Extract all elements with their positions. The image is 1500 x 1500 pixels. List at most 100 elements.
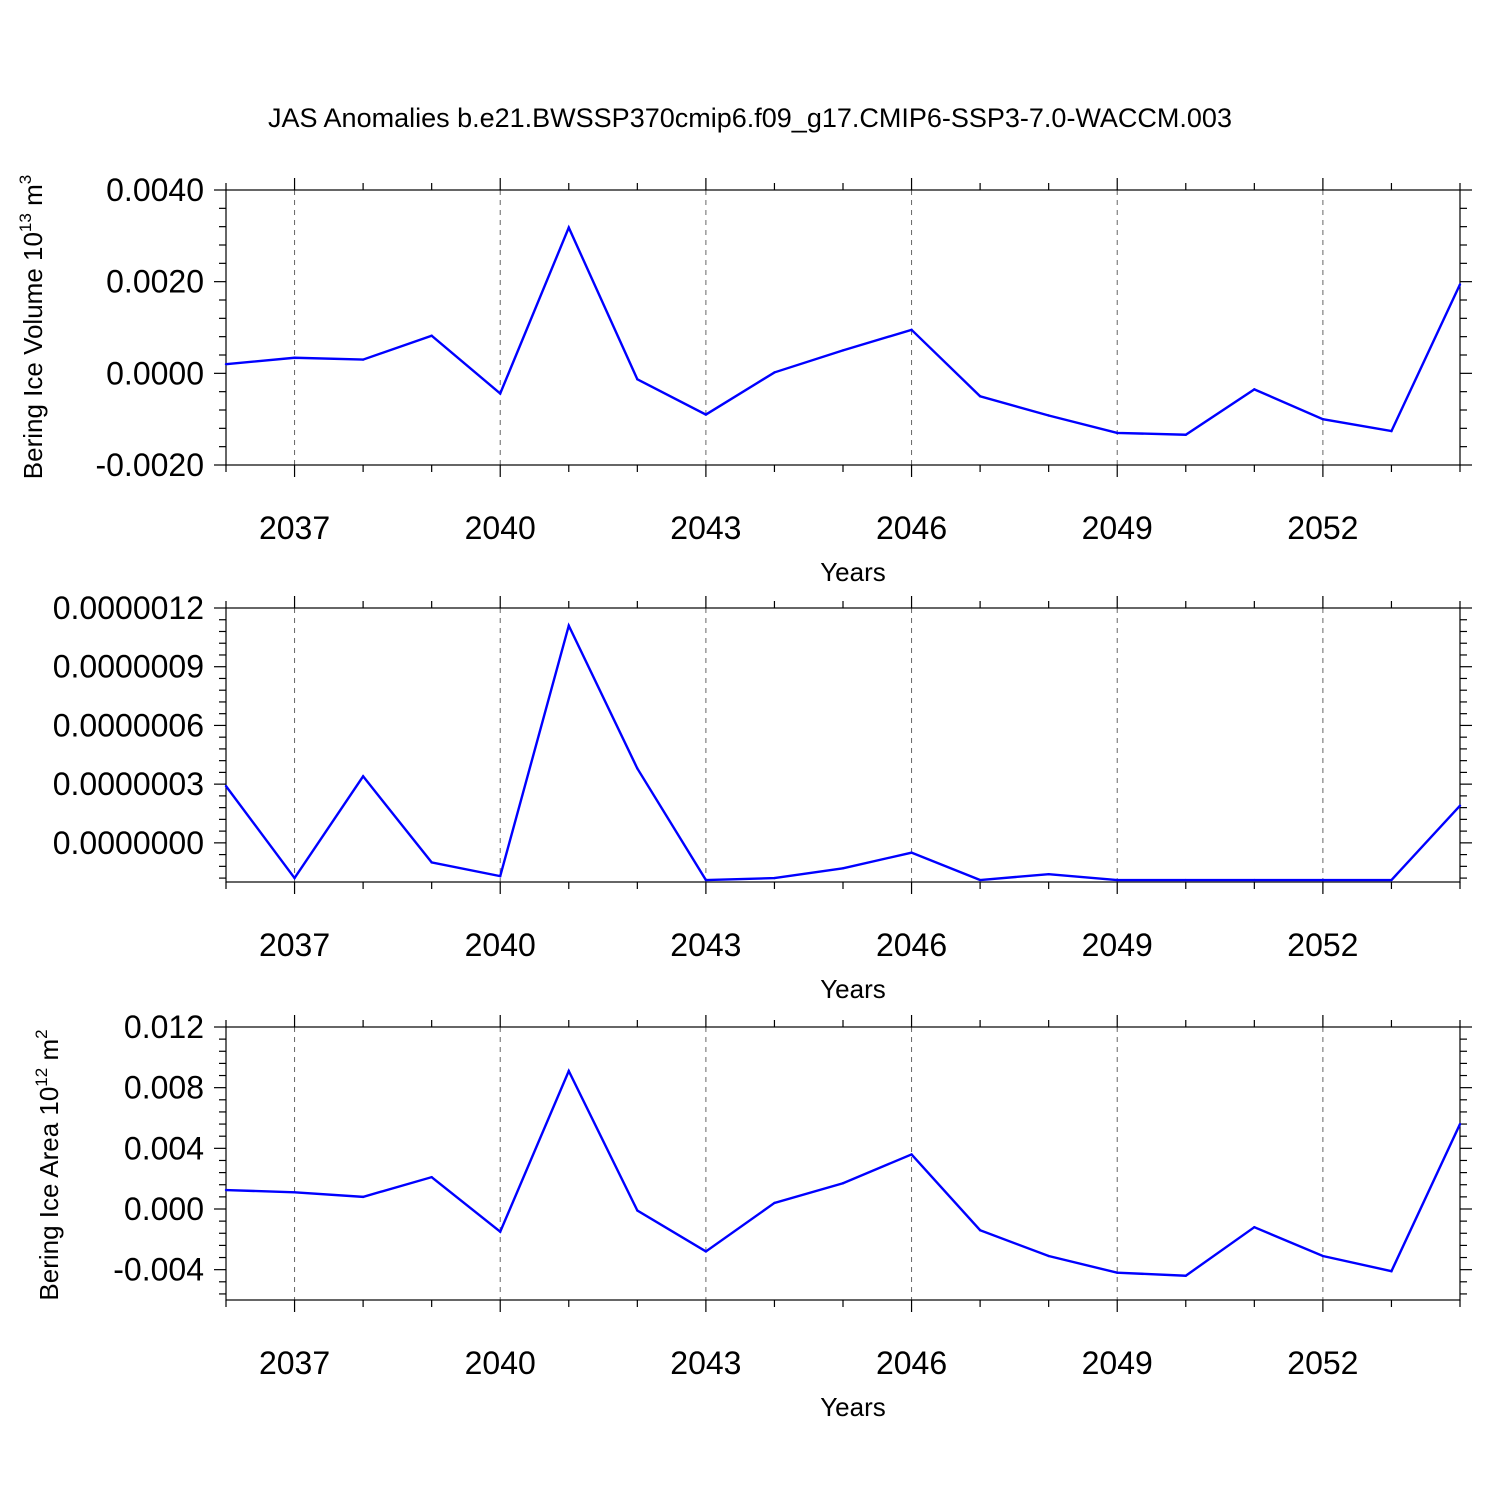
plot-frame <box>225 1026 1461 1301</box>
data-point <box>430 861 433 864</box>
data-point <box>224 362 228 366</box>
y-axis-title: Bering Ice Area 1012 m2 <box>32 1029 64 1300</box>
data-point <box>841 1182 845 1185</box>
data-point <box>1321 1254 1325 1258</box>
plot-frame <box>225 189 1461 466</box>
data-point <box>773 1201 776 1205</box>
data-point <box>1116 1271 1119 1274</box>
data-point <box>636 1209 639 1212</box>
data-point <box>1047 1254 1050 1258</box>
x-axis-title: Years <box>820 1392 886 1422</box>
y-tick-label: 0.000 <box>124 1191 204 1227</box>
chart-title: JAS Anomalies b.e21.BWSSP370cmip6.f09_g1… <box>268 103 1232 133</box>
y-tick-label: 0.0000009 <box>53 649 204 685</box>
data-point <box>293 356 296 359</box>
data-point <box>430 334 433 337</box>
x-tick-label: 2043 <box>670 1345 741 1381</box>
y-tick-label: 0.0000003 <box>53 766 204 802</box>
data-point <box>1390 1269 1393 1273</box>
y-tick-label: 0.0000012 <box>53 590 204 626</box>
chart-panel-1: -0.0020 0.0000 0.0020 0.0040 2037 2040 2043 204… <box>16 172 1472 587</box>
x-tick-label: 2043 <box>670 927 741 963</box>
data-point <box>1253 878 1256 882</box>
data-point <box>978 395 982 398</box>
data-point <box>1184 433 1187 436</box>
data-point <box>1390 878 1393 882</box>
data-point <box>499 392 502 395</box>
chart-panel-2: 0.0000000 0.0000003 0.0000006 0.0000009 0.00… <box>53 590 1472 1004</box>
data-point <box>910 1153 913 1156</box>
x-tick-label: 2046 <box>876 1345 947 1381</box>
data-point <box>499 1230 502 1233</box>
data-point <box>499 874 502 878</box>
series-line <box>225 622 1461 882</box>
data-point <box>361 358 365 361</box>
data-point <box>636 378 639 381</box>
data-point <box>430 1175 433 1179</box>
y-axis-title: Bering Ice Volume 1013 m3 <box>16 175 48 479</box>
x-tick-label: 2052 <box>1287 510 1358 546</box>
data-point <box>1253 388 1256 391</box>
series-line <box>225 1068 1462 1277</box>
x-tick-label: 2052 <box>1287 927 1358 963</box>
y-tick-label: 0.008 <box>124 1070 204 1106</box>
chart-panel-3: -0.004 0.000 0.004 0.008 0.012 2037 2040 2043 20… <box>32 1009 1472 1422</box>
data-point <box>224 784 228 788</box>
x-tick-label: 2040 <box>465 927 536 963</box>
y-tick-label: 0.0000000 <box>53 825 204 861</box>
data-point <box>293 1191 296 1194</box>
data-point <box>704 413 708 416</box>
data-point <box>1321 417 1325 421</box>
data-point <box>361 1195 365 1199</box>
data-point <box>1458 1122 1462 1126</box>
y-tick-label: 0.004 <box>124 1130 204 1166</box>
x-tick-label: 2046 <box>876 927 947 963</box>
x-tick-label: 2043 <box>670 510 741 546</box>
data-point <box>224 1188 228 1192</box>
data-point <box>773 371 776 374</box>
data-point <box>1116 878 1119 882</box>
y-tick-label: 0.0020 <box>106 264 204 300</box>
data-point <box>1184 878 1187 882</box>
y-tick-label: -0.0020 <box>95 447 204 483</box>
data-point <box>910 851 913 854</box>
x-tick-label: 2037 <box>259 510 330 546</box>
data-point <box>567 624 570 627</box>
y-tick-label: 0.0040 <box>106 172 204 208</box>
data-point <box>841 349 845 352</box>
data-point <box>704 1250 708 1253</box>
data-point <box>1458 283 1462 286</box>
data-point <box>1321 878 1325 882</box>
x-tick-label: 2049 <box>1082 927 1153 963</box>
y-tick-label: 0.0000006 <box>53 707 204 743</box>
data-point <box>978 1229 982 1232</box>
x-tick-label: 2037 <box>259 927 330 963</box>
x-tick-label: 2040 <box>465 1345 536 1381</box>
data-point <box>841 867 845 870</box>
x-tick-label: 2046 <box>876 510 947 546</box>
data-point <box>1458 804 1462 807</box>
plot-frame <box>225 607 1461 883</box>
x-axis-title: Years <box>820 974 886 1004</box>
x-tick-label: 2049 <box>1082 510 1153 546</box>
x-tick-label: 2040 <box>465 510 536 546</box>
data-point <box>704 878 708 882</box>
x-tick-label: 2052 <box>1287 1345 1358 1381</box>
y-tick-label: 0.012 <box>124 1009 204 1045</box>
data-point <box>978 878 982 882</box>
data-point <box>1047 872 1050 876</box>
x-tick-label: 2037 <box>259 1345 330 1381</box>
data-point <box>636 767 639 770</box>
data-point <box>1184 1274 1187 1277</box>
series-line <box>225 224 1462 436</box>
data-point <box>1116 431 1119 435</box>
data-point <box>773 876 776 880</box>
x-tick-label: 2049 <box>1082 1345 1153 1381</box>
data-point <box>1253 1226 1256 1229</box>
data-point <box>567 226 570 229</box>
y-tick-label: 0.0000 <box>106 355 204 391</box>
data-point <box>910 328 913 331</box>
data-point <box>567 1069 570 1073</box>
data-point <box>293 876 296 880</box>
